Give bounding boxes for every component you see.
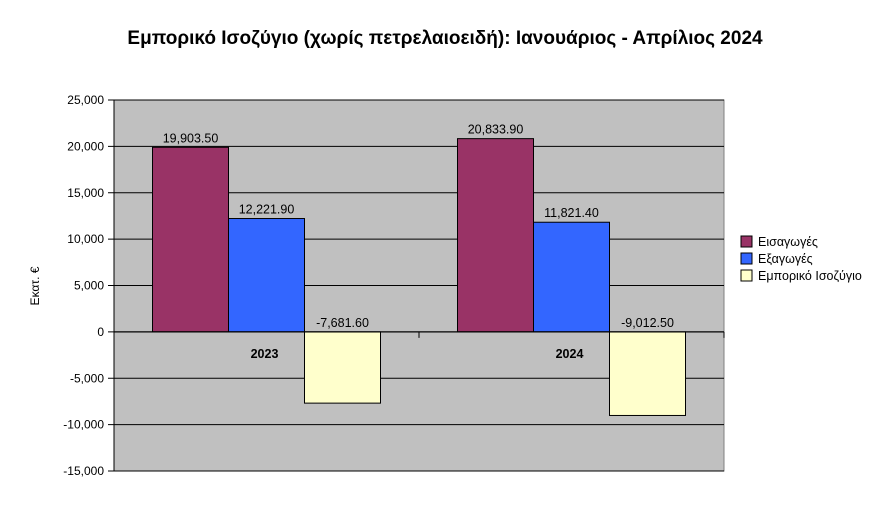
y-tick-label: -10,000 (63, 418, 104, 432)
y-tick-label: -15,000 (63, 464, 104, 478)
data-label: 20,833.90 (468, 123, 524, 137)
legend-swatch (740, 269, 753, 282)
data-labels: 19,903.50 12,221.90 -7,681.60 20,833.90 11,8… (163, 123, 674, 330)
data-label: 12,221.90 (239, 203, 295, 217)
legend-swatch (740, 235, 753, 248)
y-tick-label: 20,000 (67, 139, 104, 153)
legend: Εισαγωγές Εξαγωγές Εμπορικό Ισοζύγιο (740, 235, 862, 283)
bar (304, 331, 381, 404)
y-axis-label: Εκατ. € (28, 266, 42, 305)
y-tick-label: 0 (97, 325, 104, 339)
data-label: -9,012.50 (621, 316, 674, 330)
bars (113, 138, 725, 416)
legend-entry: Εμπορικό Ισοζύγιο (758, 269, 862, 283)
bar (457, 138, 534, 333)
category-label: 2023 (251, 347, 279, 361)
chart-title: Εμπορικό Ισοζύγιο (χωρίς πετρελαιοειδή):… (127, 28, 763, 49)
y-tick-label: 25,000 (67, 93, 104, 107)
bar (609, 331, 686, 416)
legend-entry: Εισαγωγές (758, 235, 818, 249)
bar (533, 221, 610, 333)
legend-swatch (740, 252, 753, 265)
y-axis: 25,000 20,000 15,000 10,000 5,000 0 -5,000 -10,… (63, 93, 115, 478)
y-tick-label: -5,000 (70, 371, 104, 385)
y-tick-label: 5,000 (74, 279, 104, 293)
bar (152, 146, 229, 333)
data-label: 11,821.40 (544, 206, 599, 220)
data-label: -7,681.60 (316, 316, 369, 330)
bar (228, 218, 305, 333)
y-tick-label: 15,000 (67, 186, 104, 200)
data-label: 19,903.50 (163, 131, 219, 145)
category-label: 2024 (556, 347, 584, 361)
category-labels: 2023 2024 (251, 347, 584, 361)
y-tick-label: 10,000 (67, 232, 104, 246)
legend-entry: Εξαγωγές (758, 252, 813, 266)
